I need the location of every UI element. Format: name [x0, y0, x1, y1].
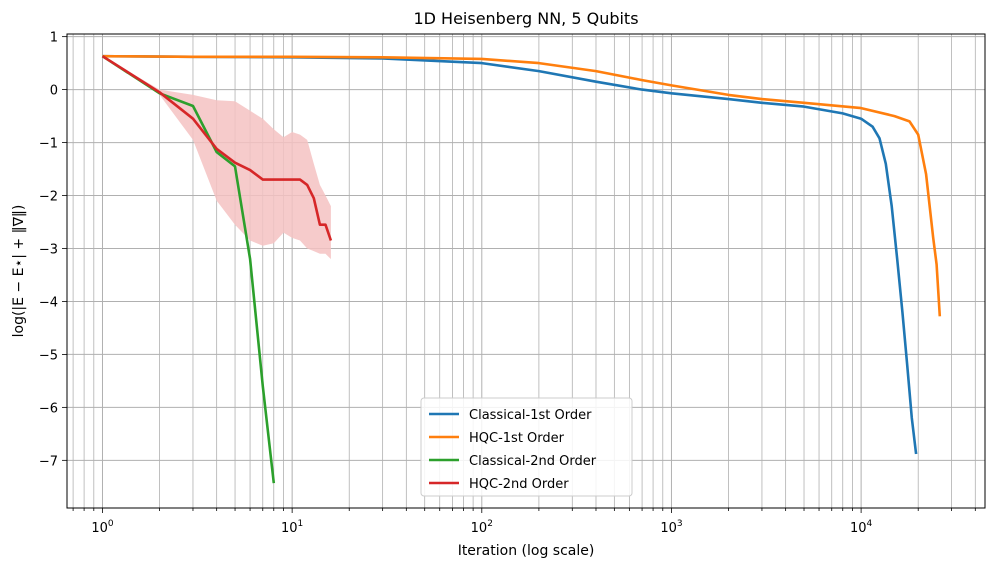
- y-tick-label: −7: [39, 454, 58, 469]
- legend-label: HQC-1st Order: [469, 431, 565, 446]
- y-tick-label: −5: [39, 348, 58, 363]
- x-tick-label: 102: [471, 519, 493, 536]
- legend-label: HQC-2nd Order: [469, 477, 569, 492]
- y-tick-label: −3: [39, 242, 58, 257]
- band-layer: [102, 56, 331, 260]
- y-tick-label: 1: [50, 31, 58, 46]
- legend-label: Classical-2nd Order: [469, 454, 597, 469]
- x-tick-label: 100: [91, 519, 114, 536]
- y-axis-label: log(|E − E⋆| + ‖∇‖): [11, 205, 27, 338]
- legend-label: Classical-1st Order: [469, 408, 592, 423]
- x-axis: 100 101 102 103 104: [72, 508, 976, 536]
- y-tick-label: −6: [39, 401, 58, 416]
- confidence-band: [102, 56, 331, 260]
- y-tick-label: 0: [50, 84, 58, 99]
- series-line: [101, 55, 333, 241]
- y-tick-label: −1: [39, 137, 58, 152]
- y-tick-label: −2: [39, 190, 58, 205]
- chart-title: 1D Heisenberg NN, 5 Qubits: [413, 9, 638, 28]
- x-tick-label: 101: [281, 519, 303, 536]
- x-tick-label: 103: [660, 519, 682, 536]
- legend: Classical-1st Order HQC-1st Order Classica…: [420, 397, 633, 497]
- series-line: [102, 54, 942, 317]
- y-tick-label: −4: [39, 295, 58, 310]
- legend-box: [420, 397, 633, 497]
- x-tick-label: 104: [850, 519, 873, 536]
- series-line: [102, 54, 918, 455]
- line-layer: [101, 54, 942, 484]
- plot-frame: [66, 33, 986, 509]
- y-axis: 1 0 −1 −2 −3 −4 −5 −6 −7: [39, 31, 67, 469]
- x-axis-label: Iteration (log scale): [458, 543, 595, 559]
